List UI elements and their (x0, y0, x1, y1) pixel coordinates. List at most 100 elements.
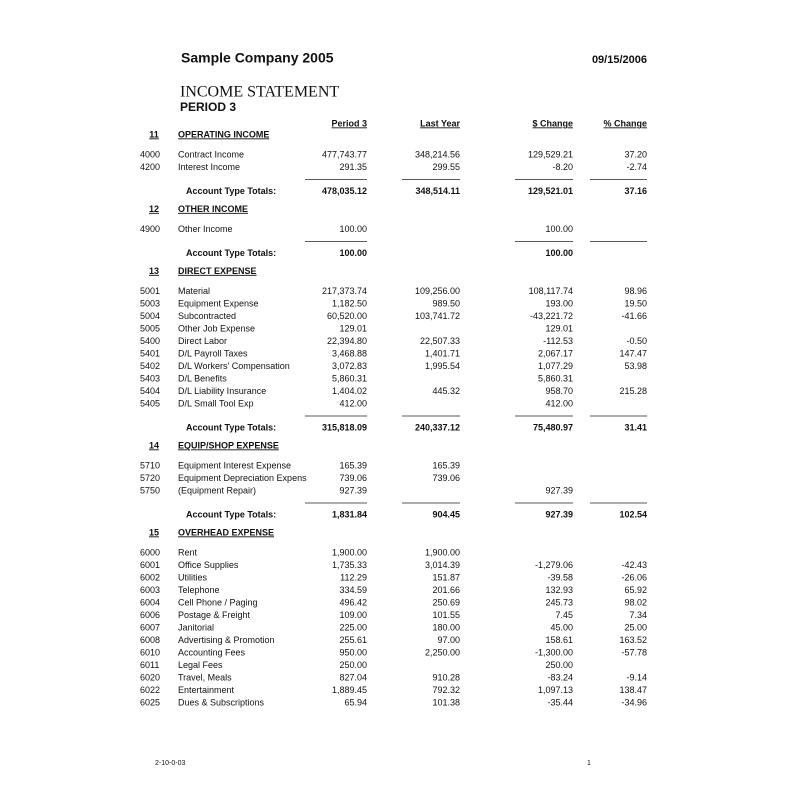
amount: 1,889.45 (332, 685, 367, 695)
account-name: Dues & Subscriptions (178, 697, 265, 707)
account-name: Equipment Depreciation Expens (178, 473, 307, 483)
amount: 3,072.83 (332, 361, 367, 371)
amount: -41.66 (621, 311, 647, 321)
amount: 22,507.33 (420, 336, 460, 346)
amount: 22,394.80 (327, 336, 367, 346)
section-code: 12 (149, 204, 159, 214)
account-code: 5004 (140, 311, 160, 321)
amount: 165.39 (339, 460, 367, 470)
column-header: $ Change (532, 118, 573, 128)
account-name: D/L Liability Insurance (178, 386, 266, 396)
amount: 109,256.00 (415, 286, 460, 296)
totals-label: Account Type Totals: (186, 509, 276, 519)
amount: 950.00 (339, 647, 367, 657)
account-name: Advertising & Promotion (178, 635, 275, 645)
company-name: Sample Company 2005 (181, 50, 334, 66)
page-number: 1 (587, 760, 591, 767)
amount: -34.96 (621, 697, 647, 707)
amount: 348,214.56 (415, 149, 460, 159)
totals-label: Account Type Totals: (186, 186, 276, 196)
account-name: Postage & Freight (178, 610, 251, 620)
totals-label: Account Type Totals: (186, 248, 276, 258)
column-header: % Change (603, 118, 647, 128)
amount: 151.87 (432, 572, 460, 582)
account-name: Office Supplies (178, 560, 239, 570)
amount: 958.70 (545, 386, 573, 396)
section-name: OTHER INCOME (178, 204, 248, 214)
amount: 132.93 (545, 585, 573, 595)
account-code: 5003 (140, 298, 160, 308)
account-code: 4900 (140, 224, 160, 234)
amount: -35.44 (547, 697, 573, 707)
section-code: 15 (149, 527, 159, 537)
amount: 129,529.21 (528, 149, 573, 159)
account-code: 5001 (140, 286, 160, 296)
amount: 129.01 (545, 323, 573, 333)
amount: 98.02 (624, 597, 647, 607)
amount: 291.35 (339, 162, 367, 172)
account-code: 5403 (140, 373, 160, 383)
account-code: 5402 (140, 361, 160, 371)
amount: 1,097.13 (538, 685, 573, 695)
account-code: 6004 (140, 597, 160, 607)
account-name: Subcontracted (178, 311, 236, 321)
amount: -1,300.00 (535, 647, 573, 657)
amount: 109.00 (339, 610, 367, 620)
amount: 193.00 (545, 298, 573, 308)
amount: 165.39 (432, 460, 460, 470)
total-amount: 315,818.09 (322, 422, 367, 432)
account-code: 4200 (140, 162, 160, 172)
amount: 792.32 (432, 685, 460, 695)
account-code: 5720 (140, 473, 160, 483)
amount: 25.00 (624, 622, 647, 632)
amount: 158.61 (545, 635, 573, 645)
account-name: Contract Income (178, 149, 244, 159)
account-code: 5404 (140, 386, 160, 396)
amount: 1,401.71 (425, 348, 460, 358)
amount: -112.53 (543, 336, 573, 346)
account-code: 5400 (140, 336, 160, 346)
section-code: 14 (149, 440, 159, 450)
total-amount: 927.39 (545, 509, 573, 519)
amount: 100.00 (545, 224, 573, 234)
total-amount: 478,035.12 (322, 186, 367, 196)
total-amount: 102.54 (619, 509, 647, 519)
amount: 989.50 (432, 298, 460, 308)
account-name: (Equipment Repair) (178, 485, 256, 495)
account-name: Janitorial (178, 622, 214, 632)
amount: -39.58 (547, 572, 573, 582)
column-header: Last Year (420, 118, 460, 128)
account-code: 6003 (140, 585, 160, 595)
total-amount: 75,480.97 (533, 422, 573, 432)
amount: -26.06 (621, 572, 647, 582)
amount: 19.50 (624, 298, 647, 308)
amount: 98.96 (624, 286, 647, 296)
amount: 37.20 (624, 149, 647, 159)
amount: 250.00 (339, 660, 367, 670)
section-code: 13 (149, 266, 159, 276)
account-code: 6011 (140, 660, 159, 670)
amount: 477,743.77 (322, 149, 367, 159)
account-code: 6001 (140, 560, 160, 570)
amount: 163.52 (619, 635, 647, 645)
amount: 60,520.00 (327, 311, 367, 321)
amount: -8.20 (552, 162, 573, 172)
amount: 2,250.00 (425, 647, 460, 657)
amount: 138.47 (619, 685, 647, 695)
amount: 5,860.31 (332, 373, 367, 383)
amount: -1,279.06 (535, 560, 573, 570)
account-code: 5710 (140, 460, 160, 470)
account-code: 6025 (140, 697, 160, 707)
amount: 927.39 (339, 485, 367, 495)
amount: 827.04 (339, 672, 367, 682)
amount: 225.00 (339, 622, 367, 632)
amount: 101.55 (432, 610, 460, 620)
amount: 3,468.88 (332, 348, 367, 358)
amount: -57.78 (621, 647, 647, 657)
amount: 53.98 (624, 361, 647, 371)
account-name: D/L Small Tool Exp (178, 398, 254, 408)
amount: -2.74 (626, 162, 647, 172)
amount: 2,067.17 (538, 348, 573, 358)
amount: 927.39 (545, 485, 573, 495)
account-name: Accounting Fees (178, 647, 246, 657)
